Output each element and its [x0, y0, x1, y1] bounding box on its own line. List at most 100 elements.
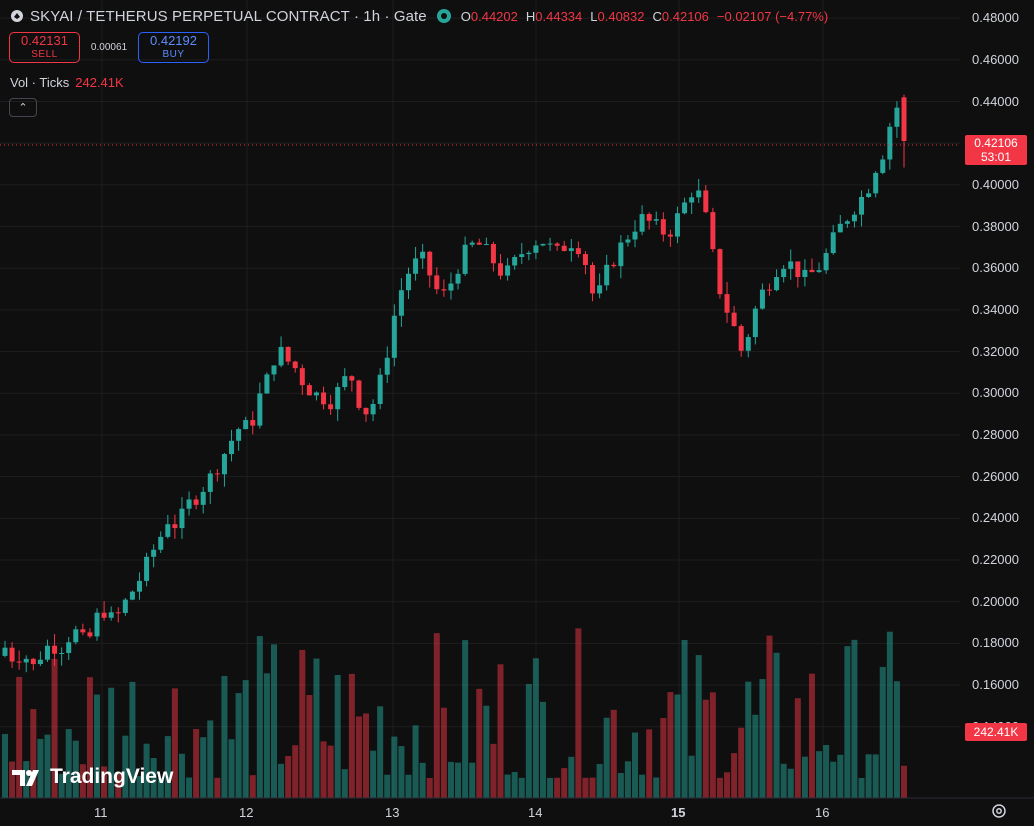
candle-body	[590, 265, 596, 294]
tradingview-watermark[interactable]: TradingView	[12, 765, 173, 789]
volume-bar	[808, 673, 815, 798]
volume-bar	[341, 769, 348, 798]
volume-bar	[157, 778, 164, 798]
candle-body	[646, 214, 652, 221]
volume-bar	[709, 692, 716, 798]
candle-body	[568, 248, 574, 251]
volume-bar	[667, 692, 674, 798]
volume-bar	[334, 674, 341, 798]
high-value: 0.44334	[535, 8, 583, 24]
candle-body	[271, 365, 277, 375]
volume-bars	[2, 628, 907, 798]
volume-bar	[561, 768, 568, 798]
volume-bar	[37, 738, 44, 798]
volume-bar	[58, 773, 65, 798]
candle-body	[37, 659, 43, 665]
candle-body	[221, 454, 227, 475]
candle-body	[710, 212, 716, 250]
volume-bar	[292, 745, 299, 798]
candle-body	[66, 642, 72, 653]
buy-button[interactable]: 0.42192 BUY	[138, 32, 209, 63]
candle-body	[859, 196, 865, 215]
volume-bar	[731, 753, 738, 798]
price-tick-label: 0.38000	[972, 218, 1019, 234]
volume-bar	[801, 756, 808, 798]
candle-body	[547, 243, 553, 245]
volume-bar	[200, 737, 207, 798]
low-value: 0.40832	[597, 8, 645, 24]
candle-body	[483, 244, 489, 246]
candle-body	[540, 243, 546, 246]
candle-body	[299, 368, 305, 386]
volume-bar	[278, 763, 285, 798]
candle-body	[823, 253, 829, 271]
volume-bar	[681, 639, 688, 798]
volume-bar	[263, 673, 270, 798]
volume-bar	[794, 698, 801, 798]
volume-bar	[511, 772, 518, 798]
candle-body	[172, 524, 178, 529]
candle-body	[186, 499, 192, 509]
volume-bar	[249, 775, 256, 798]
candle-body	[674, 213, 680, 237]
candle-body	[257, 393, 263, 426]
candle-body	[250, 420, 256, 426]
collapse-legend-button[interactable]: ⌃	[9, 98, 37, 117]
symbol-title[interactable]: SKYAI / TETHERUS PERPETUAL CONTRACT · 1h…	[30, 7, 427, 25]
time-tick-label: 15	[671, 805, 686, 820]
volume-tag: 242.41K	[965, 723, 1027, 741]
volume-bar	[582, 777, 589, 798]
candle-body	[292, 361, 298, 369]
candle-body	[512, 257, 518, 266]
volume-bar	[766, 635, 773, 798]
volume-bar	[886, 631, 893, 798]
time-tick-label: 11	[94, 805, 108, 820]
volume-bar	[568, 756, 575, 798]
sell-label: SELL	[31, 48, 58, 60]
volume-bar	[773, 652, 780, 798]
candle-body	[179, 508, 185, 529]
volume-bar	[115, 774, 122, 798]
volume-bar	[837, 754, 844, 798]
volume-bar	[433, 633, 440, 798]
volume-bar	[136, 776, 143, 798]
candle-body	[328, 404, 334, 410]
volume-bar	[391, 736, 398, 798]
volume-bar	[377, 706, 384, 798]
market-open-icon[interactable]	[436, 9, 451, 23]
volume-legend[interactable]: Vol · Ticks 242.41K	[10, 75, 124, 90]
candle-body	[498, 263, 504, 276]
price-tick-label: 0.16000	[972, 677, 1019, 693]
symbol-legend: SKYAI / TETHERUS PERPETUAL CONTRACT · 1h…	[10, 6, 830, 26]
volume-bar	[504, 774, 511, 798]
volume-bar	[497, 664, 504, 798]
volume-bar	[370, 750, 377, 798]
candle-body	[752, 308, 758, 338]
sell-button[interactable]: 0.42131 SELL	[9, 32, 80, 63]
candle-body	[101, 612, 107, 618]
gear-icon[interactable]	[990, 802, 1008, 820]
chart-grid	[0, 0, 960, 798]
volume-bar	[844, 646, 851, 798]
candle-body	[23, 658, 29, 663]
volume-bar	[447, 761, 454, 798]
candle-body	[306, 385, 312, 396]
candle-body	[774, 277, 780, 291]
volume-bar	[490, 743, 497, 798]
candle-body	[108, 612, 114, 618]
candle-body	[455, 273, 461, 284]
volume-bar	[9, 761, 16, 798]
buy-label: BUY	[162, 48, 185, 60]
candle-body	[809, 269, 815, 273]
volume-bar	[320, 741, 327, 798]
candle-body	[356, 380, 362, 408]
volume-bar	[745, 681, 752, 798]
volume-bar	[483, 705, 490, 798]
candle-body	[115, 612, 121, 614]
volume-bar	[72, 740, 79, 798]
candle-body	[129, 591, 135, 600]
candle-body	[866, 193, 872, 197]
volume-bar	[816, 751, 823, 798]
volume-bar	[872, 754, 879, 798]
